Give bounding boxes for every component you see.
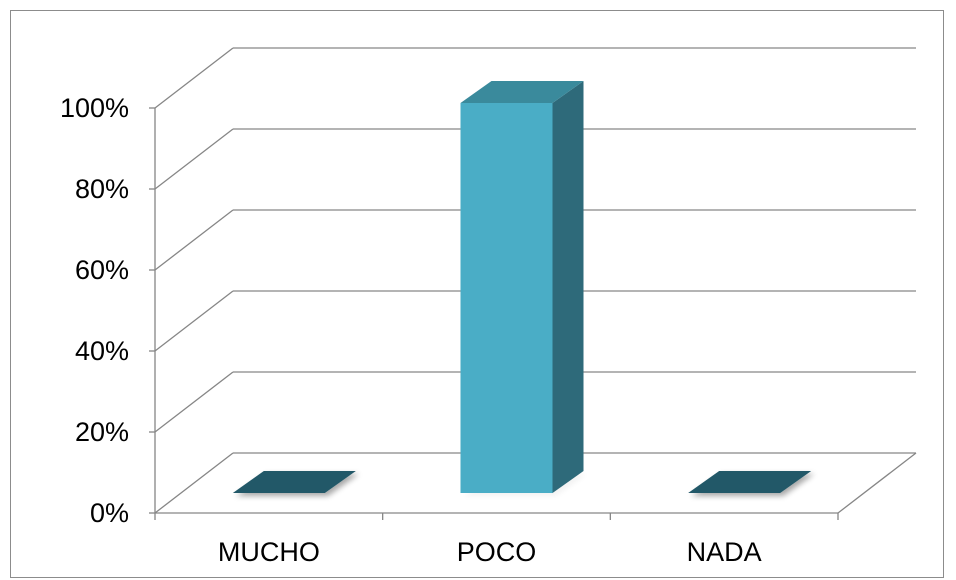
gridline-side xyxy=(154,47,234,109)
axes xyxy=(149,107,839,520)
y-tick-label: 40% xyxy=(75,336,129,366)
y-tick-label: 80% xyxy=(75,174,129,204)
gridline-side xyxy=(154,128,234,190)
floor-right-edge xyxy=(837,452,917,514)
bar-side-poco xyxy=(552,81,584,493)
bars xyxy=(232,81,812,493)
bar-top-poco xyxy=(460,81,584,103)
y-tick-label: 100% xyxy=(60,93,129,123)
gridline-side xyxy=(154,452,234,514)
x-tick-label: NADA xyxy=(687,537,762,567)
labels: 0% 20% 40% 60% 80% 100% MUCHO POCO NADA xyxy=(60,93,762,567)
y-tick-label: 60% xyxy=(75,255,129,285)
bar-mucho xyxy=(232,471,356,493)
y-tick-label: 20% xyxy=(75,417,129,447)
gridline-side xyxy=(154,209,234,271)
x-tick-label: MUCHO xyxy=(218,537,320,567)
bar-nada xyxy=(688,471,812,493)
gridline-side xyxy=(154,371,234,433)
x-tick-label: POCO xyxy=(457,537,537,567)
bar-poco xyxy=(460,103,553,493)
gridline-side xyxy=(154,290,234,352)
y-tick-label: 0% xyxy=(90,498,129,528)
